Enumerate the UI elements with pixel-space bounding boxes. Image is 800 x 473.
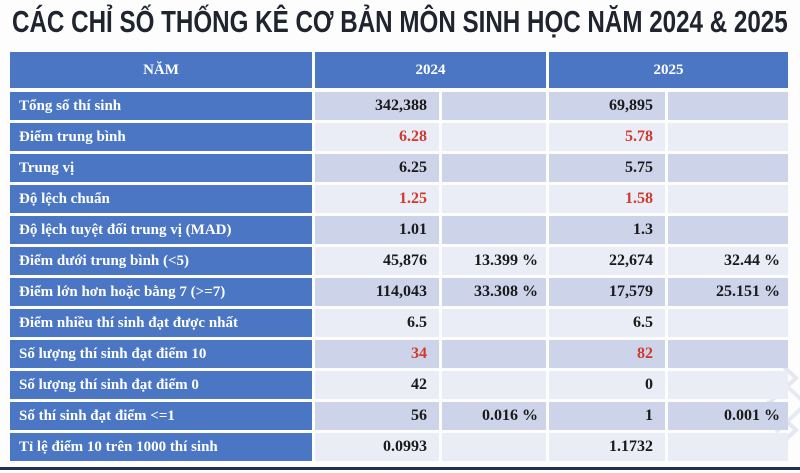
- pct-2024: [442, 340, 546, 368]
- value-2025: 5.78: [549, 123, 665, 151]
- row-label: Trung vị: [10, 154, 312, 182]
- pct-2025: [668, 309, 788, 337]
- pct-2025: [668, 185, 788, 213]
- table-row: Điểm lớn hơn hoặc bằng 7 (>=7) 114,043 3…: [10, 278, 788, 306]
- value-2024: 6.25: [315, 154, 439, 182]
- row-label: Số lượng thí sinh đạt điểm 10: [10, 340, 312, 368]
- row-label: Độ lệch chuẩn: [10, 185, 312, 213]
- table-row: Điểm dưới trung bình (<5) 45,876 13.399 …: [10, 247, 788, 275]
- statistics-table: NĂM 2024 2025 Tổng số thí sinh 342,388 6…: [10, 52, 788, 464]
- table-row: Tổng số thí sinh 342,388 69,895: [10, 92, 788, 120]
- pct-2025: [668, 340, 788, 368]
- row-label: Điểm nhiều thí sinh đạt được nhất: [10, 309, 312, 337]
- header-2024: 2024: [315, 52, 546, 88]
- table-row: Số lượng thí sinh đạt điểm 10 34 82: [10, 340, 788, 368]
- pct-2024: [442, 433, 546, 461]
- row-label: Số thí sinh đạt điểm <=1: [10, 402, 312, 430]
- value-2024: 0.0993: [315, 433, 439, 461]
- table-row: Số thí sinh đạt điểm <=1 56 0.016 % 1 0.…: [10, 402, 788, 430]
- value-2025: 69,895: [549, 92, 665, 120]
- pct-2024: [442, 123, 546, 151]
- pct-2024: [442, 92, 546, 120]
- table-row: Điểm trung bình 6.28 5.78: [10, 123, 788, 151]
- table-header-row: NĂM 2024 2025: [10, 52, 788, 88]
- value-2024: 34: [315, 340, 439, 368]
- pct-2024: 0.016 %: [442, 402, 546, 430]
- table-row: Trung vị 6.25 5.75: [10, 154, 788, 182]
- value-2024: 342,388: [315, 92, 439, 120]
- pct-2025: 0.001 %: [668, 402, 788, 430]
- pct-2025: [668, 92, 788, 120]
- table-row: Độ lệch tuyệt đối trung vị (MAD) 1.01 1.…: [10, 216, 788, 244]
- value-2025: 82: [549, 340, 665, 368]
- value-2024: 1.25: [315, 185, 439, 213]
- pct-2025: 32.44 %: [668, 247, 788, 275]
- row-label: Số lượng thí sinh đạt điểm 0: [10, 371, 312, 399]
- page-title: CÁC CHỈ SỐ THỐNG KÊ CƠ BẢN MÔN SINH HỌC …: [12, 4, 788, 39]
- pct-2025: [668, 433, 788, 461]
- value-2024: 6.5: [315, 309, 439, 337]
- table-row: Độ lệch chuẩn 1.25 1.58: [10, 185, 788, 213]
- pct-2024: 13.399 %: [442, 247, 546, 275]
- bottom-border-line: [0, 467, 800, 470]
- table-body: Tổng số thí sinh 342,388 69,895 Điểm tru…: [10, 92, 788, 461]
- value-2024: 6.28: [315, 123, 439, 151]
- table-row: Số lượng thí sinh đạt điểm 0 42 0: [10, 371, 788, 399]
- header-year: NĂM: [10, 52, 312, 88]
- row-label: Tổng số thí sinh: [10, 92, 312, 120]
- row-label: Điểm lớn hơn hoặc bằng 7 (>=7): [10, 278, 312, 306]
- value-2025: 6.5: [549, 309, 665, 337]
- row-label: Độ lệch tuyệt đối trung vị (MAD): [10, 216, 312, 244]
- header-2025: 2025: [549, 52, 788, 88]
- value-2024: 56: [315, 402, 439, 430]
- pct-2025: [668, 216, 788, 244]
- value-2025: 1.58: [549, 185, 665, 213]
- value-2025: 5.75: [549, 154, 665, 182]
- row-label: Tỉ lệ điểm 10 trên 1000 thí sinh: [10, 433, 312, 461]
- value-2024: 45,876: [315, 247, 439, 275]
- pct-2025: 25.151 %: [668, 278, 788, 306]
- value-2025: 22,674: [549, 247, 665, 275]
- value-2025: 17,579: [549, 278, 665, 306]
- row-label: Điểm trung bình: [10, 123, 312, 151]
- value-2025: 1.1732: [549, 433, 665, 461]
- pct-2025: [668, 371, 788, 399]
- value-2024: 42: [315, 371, 439, 399]
- table-row: Điểm nhiều thí sinh đạt được nhất 6.5 6.…: [10, 309, 788, 337]
- value-2024: 1.01: [315, 216, 439, 244]
- row-label: Điểm dưới trung bình (<5): [10, 247, 312, 275]
- value-2025: 1: [549, 402, 665, 430]
- value-2025: 1.3: [549, 216, 665, 244]
- pct-2024: [442, 216, 546, 244]
- pct-2025: [668, 123, 788, 151]
- table-row: Tỉ lệ điểm 10 trên 1000 thí sinh 0.0993 …: [10, 433, 788, 461]
- pct-2025: [668, 154, 788, 182]
- pct-2024: [442, 185, 546, 213]
- pct-2024: [442, 309, 546, 337]
- pct-2024: 33.308 %: [442, 278, 546, 306]
- value-2025: 0: [549, 371, 665, 399]
- pct-2024: [442, 371, 546, 399]
- pct-2024: [442, 154, 546, 182]
- value-2024: 114,043: [315, 278, 439, 306]
